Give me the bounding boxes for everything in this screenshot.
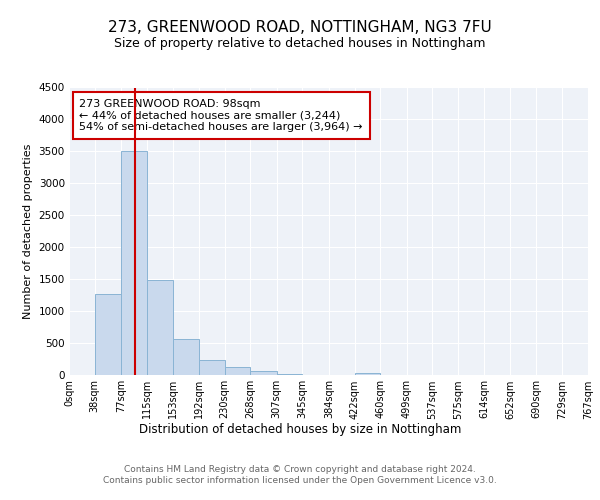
Text: 273, GREENWOOD ROAD, NOTTINGHAM, NG3 7FU: 273, GREENWOOD ROAD, NOTTINGHAM, NG3 7FU — [108, 20, 492, 35]
Bar — [355, 373, 380, 375]
Bar — [224, 366, 250, 375]
Bar — [147, 280, 173, 375]
Text: Contains public sector information licensed under the Open Government Licence v3: Contains public sector information licen… — [103, 476, 497, 485]
Text: Size of property relative to detached houses in Nottingham: Size of property relative to detached ho… — [114, 38, 486, 51]
Text: Distribution of detached houses by size in Nottingham: Distribution of detached houses by size … — [139, 422, 461, 436]
Bar — [121, 152, 147, 375]
Bar — [95, 294, 121, 375]
Bar — [199, 360, 224, 375]
Text: Contains HM Land Registry data © Crown copyright and database right 2024.: Contains HM Land Registry data © Crown c… — [124, 465, 476, 474]
Text: 273 GREENWOOD ROAD: 98sqm
← 44% of detached houses are smaller (3,244)
54% of se: 273 GREENWOOD ROAD: 98sqm ← 44% of detac… — [79, 99, 363, 132]
Bar — [250, 370, 277, 375]
Bar — [277, 374, 302, 375]
Y-axis label: Number of detached properties: Number of detached properties — [23, 144, 33, 319]
Bar — [173, 338, 199, 375]
